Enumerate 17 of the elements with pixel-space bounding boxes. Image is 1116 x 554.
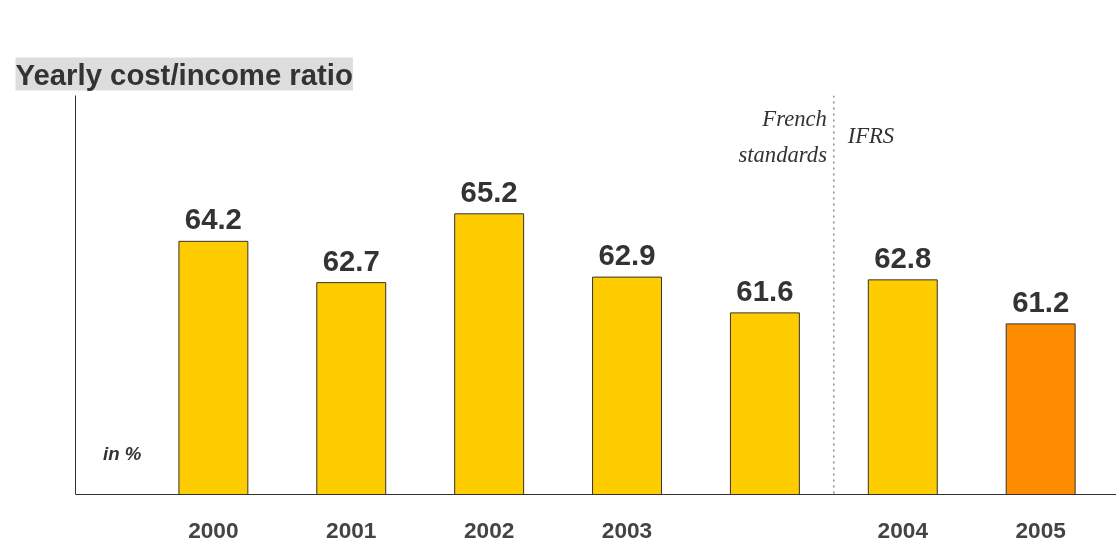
annotation: IFRS <box>846 122 895 148</box>
data-label: 62.9 <box>598 238 656 272</box>
x-tick-label: 2004 <box>877 516 929 543</box>
annotation: French standards <box>738 106 828 168</box>
x-tick-label: 2005 <box>1015 516 1066 543</box>
x-tick-label: 2003 <box>601 516 653 543</box>
data-label: 61.6 <box>736 273 794 307</box>
chart-title: Yearly cost/income ratio <box>15 57 353 91</box>
data-label: 61.2 <box>1012 284 1070 318</box>
x-tick-label: 2002 <box>463 516 515 543</box>
annotation: in % <box>103 443 142 465</box>
data-label: 62.7 <box>322 243 380 277</box>
x-tick-label: 2000 <box>188 516 239 543</box>
data-label: 62.8 <box>874 240 932 274</box>
data-label: 64.2 <box>184 202 242 236</box>
data-label: 65.2 <box>460 174 518 208</box>
x-tick-label: 2001 <box>326 516 377 543</box>
